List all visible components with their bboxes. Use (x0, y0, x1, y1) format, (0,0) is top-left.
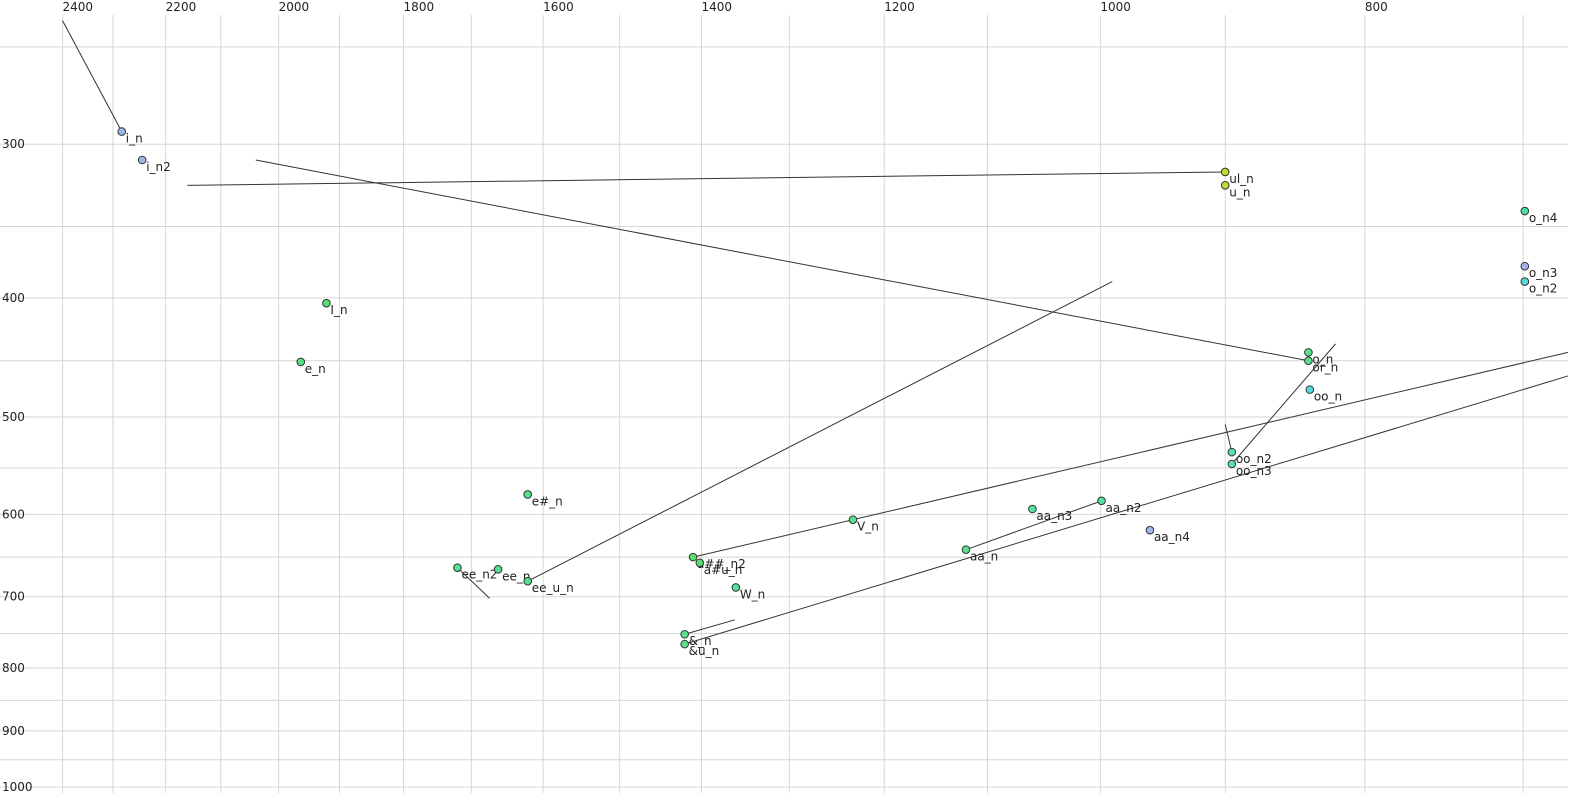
point-label: W_n (740, 587, 765, 601)
point-label: ul_n (1229, 172, 1254, 186)
point (117, 127, 127, 136)
point-label: aa_n3 (1036, 509, 1072, 523)
point (848, 515, 858, 524)
point-label: o_n4 (1529, 211, 1558, 225)
point (680, 629, 689, 639)
trajectory (255, 159, 1309, 362)
y-tick-label: 400 (2, 291, 25, 305)
x-tick-label: 2000 (279, 0, 310, 14)
x-tick-label: 1800 (404, 0, 435, 14)
point-label: ee_u_n (532, 581, 574, 595)
y-tick-label: 600 (2, 507, 25, 521)
trajectory (965, 500, 1102, 551)
trajectory (457, 567, 490, 599)
point-label: aa_n2 (1106, 501, 1142, 515)
point (731, 583, 741, 592)
point-label: or_n (1312, 361, 1338, 375)
point (296, 357, 306, 367)
y-tick-label: 300 (2, 137, 25, 151)
point-label: ee_n (502, 569, 530, 583)
y-tick-label: 1000 (2, 780, 33, 794)
point-label: e_n (305, 362, 326, 376)
point-label: a#u_n (704, 563, 743, 577)
point-label: o_n3 (1529, 266, 1558, 280)
point (1220, 167, 1230, 177)
point (523, 490, 533, 499)
point-label: a##_n2 (697, 557, 746, 571)
x-tick-label: 1400 (701, 0, 732, 14)
point-label: i_n2 (146, 160, 171, 174)
point-label: &u_n (689, 644, 720, 658)
trajectory (62, 20, 123, 132)
point (1097, 496, 1106, 506)
point-label: I_n (330, 303, 347, 317)
point-label: u_n (1229, 185, 1250, 199)
point-label: i_n (126, 132, 143, 146)
point-label: oo_n3 (1236, 464, 1272, 478)
point (523, 576, 533, 586)
trajectory (527, 281, 1113, 582)
point-label: oo_n (1314, 390, 1342, 404)
point (1145, 525, 1155, 535)
trajectory (692, 351, 1569, 558)
point (1028, 504, 1037, 514)
point (1304, 356, 1313, 366)
point (695, 558, 705, 568)
point (688, 552, 698, 562)
trajectory (1224, 424, 1233, 453)
trajectory (187, 171, 1226, 186)
point-label: e#_n (532, 494, 563, 508)
trajectory (684, 619, 736, 635)
y-tick-label: 700 (2, 590, 25, 604)
point (680, 639, 689, 649)
point (322, 298, 331, 308)
y-tick-label: 800 (2, 661, 25, 675)
point (1520, 206, 1530, 216)
point (1220, 181, 1230, 190)
point (1227, 459, 1237, 469)
point (453, 563, 462, 572)
y-tick-label: 900 (2, 724, 25, 738)
point-label: aa_n4 (1154, 530, 1190, 544)
point-label: ee_n2 (461, 568, 497, 582)
y-tick-label: 500 (2, 410, 25, 424)
x-tick-label: 800 (1365, 0, 1388, 14)
point (1305, 385, 1315, 394)
point-label: o_n (1312, 352, 1333, 366)
point (1227, 447, 1237, 457)
x-tick-label: 1600 (543, 0, 574, 14)
point (961, 545, 971, 554)
x-tick-label: 1200 (884, 0, 915, 14)
point-label: aa_n (970, 550, 998, 564)
point (493, 564, 503, 574)
x-tick-label: 2400 (63, 0, 94, 14)
point (1304, 348, 1313, 357)
point-label: oo_n2 (1236, 452, 1272, 466)
trajectory (1231, 343, 1336, 465)
point (137, 155, 147, 165)
point-label: V_n (857, 520, 879, 534)
point-label: o_n2 (1529, 282, 1558, 296)
point (1520, 277, 1530, 286)
x-tick-label: 1000 (1100, 0, 1131, 14)
point-label: &_n (689, 634, 712, 648)
trajectory (684, 375, 1569, 645)
x-tick-label: 2200 (166, 0, 197, 14)
point (1520, 261, 1530, 271)
